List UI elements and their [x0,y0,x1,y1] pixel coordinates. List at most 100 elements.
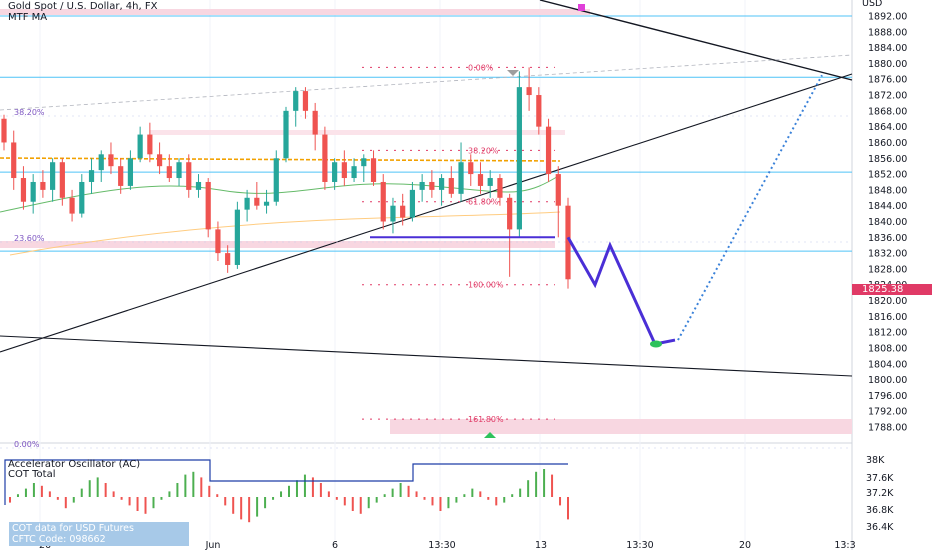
candle-body [468,162,474,175]
gray-marker [507,70,519,76]
lower-trendline [0,335,853,377]
candle-body [438,178,445,190]
projected-path [566,236,676,346]
currency-label: USD [862,0,882,9]
fib-level-label: 161.80% [468,415,504,424]
price-tick-label: 1808.00 [868,343,907,354]
candle-body [69,197,75,214]
cot-step-line [4,459,568,505]
oscillator-tick-label: 36.8K [866,505,894,516]
price-tick-label: 1828.00 [868,264,907,275]
fib-level-label: 61.80% [468,198,499,207]
orange-ma [0,157,561,162]
price-tick-label: 1840.00 [868,217,907,228]
candle-body [225,253,231,265]
oscillator-label[interactable]: Accelerator Oscillator (AC) [8,459,141,470]
candle-body [156,154,163,167]
candle-body [263,201,270,206]
candle-body [127,158,134,186]
candle-body [332,162,338,182]
candle-body [50,162,56,190]
candle-body [390,205,396,222]
oscillator-tick-label: 37.6K [866,473,894,484]
price-tick-label: 1844.00 [868,201,907,212]
accelerator-oscillator [4,459,569,523]
price-tick-label: 1836.00 [868,233,907,244]
candle-body [79,181,85,214]
target-marker [650,340,662,348]
candle-body [215,229,221,254]
candle-body [322,134,328,182]
candle-body [497,178,503,198]
left-fib-label: 0.00% [14,440,40,449]
rising-trendline [0,73,853,353]
fib-level-label: 38.20% [468,146,499,155]
cot-info-box: COT data for USD Futures CFTC Code: 0986… [9,522,189,546]
candle-body [108,154,114,167]
upper-trendline [539,0,853,81]
horizontal-levels [0,15,852,252]
price-tick-label: 1832.00 [868,249,907,260]
candle-body [195,181,202,190]
fib-retracement: 0.00% 38.20% 61.80% 100.00% 161.80% 38.20% 23.… [0,63,852,449]
candle-body [526,87,532,96]
price-tick-label: 1876.00 [868,75,907,86]
price-tick-label: 1800.00 [868,375,907,386]
price-tick-label: 1868.00 [868,106,907,117]
price-tick-label: 1860.00 [868,138,907,149]
candle-body [565,205,571,280]
mid-zone [150,130,565,135]
price-tick-label: 1880.00 [868,59,907,70]
candle-body [137,134,143,159]
price-tick-label: 1892.00 [868,12,907,23]
price-tick-label: 1852.00 [868,170,907,181]
time-tick-label: 13:3 [834,540,855,550]
price-tick-label: 1888.00 [868,27,907,38]
candle-body [458,162,464,194]
candle-body [370,158,377,182]
candle-body [477,174,484,186]
price-tick-label: 1816.00 [868,312,907,323]
candle-body [545,126,552,175]
price-tick-label: 1792.00 [868,407,907,418]
fib-level-label: 0.00% [468,63,494,72]
support-zone [0,241,555,248]
magenta-marker [578,4,585,11]
price-tick-label: 1856.00 [868,154,907,165]
cot-info-line1: COT data for USD Futures [12,523,134,534]
highlight-zones [0,9,852,434]
price-tick-label: 1848.00 [868,185,907,196]
candle-body [293,91,299,111]
time-tick-label: 13:30 [428,540,455,550]
price-tick-label: 1804.00 [868,359,907,370]
time-tick-label: 13:30 [626,540,653,550]
candle-body [244,197,250,210]
candle-body [118,166,124,186]
candle-body [98,154,104,171]
left-fib-label: 38.20% [14,108,45,117]
candle-body [312,110,318,135]
green-ma [0,174,561,213]
candle-body [59,162,65,198]
time-tick-label: Jun [205,540,221,550]
candle-body [516,87,522,230]
projection-path [370,4,823,438]
left-fib-label: 23.60% [14,234,45,243]
trendlines [0,0,853,377]
price-tick-label: 1796.00 [868,391,907,402]
candle-body [536,95,542,127]
candle-body [400,205,406,218]
candlestick-series [1,67,571,289]
chart-title: Gold Spot / U.S. Dollar, 4h, FX [8,1,158,12]
candle-body [1,118,7,143]
oscillator-tick-label: 37.2K [866,488,894,499]
candle-body [88,170,95,182]
candle-body [429,181,435,190]
cot-label[interactable]: COT Total [8,469,56,480]
time-tick-label: 13 [535,540,547,550]
price-tick-label: 1788.00 [868,423,907,434]
ma-indicator-label[interactable]: MTF MA [8,12,48,23]
price-tick-label: 1820.00 [868,296,907,307]
